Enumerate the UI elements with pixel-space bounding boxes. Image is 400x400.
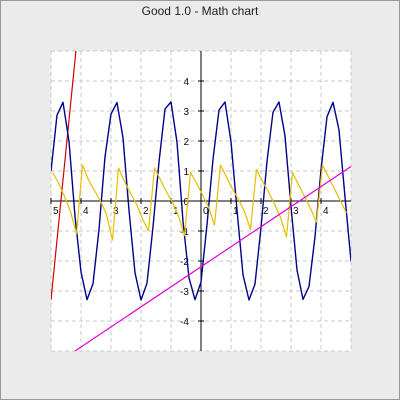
x-tick-label: 4	[83, 206, 89, 217]
y-tick-label: 2	[183, 137, 189, 148]
y-tick-label: -3	[180, 287, 189, 298]
x-tick-label: 3	[293, 206, 299, 217]
y-tick-label: 1	[183, 167, 189, 178]
x-tick-label: 2	[143, 206, 149, 217]
series-line-2	[51, 164, 348, 241]
x-tick-label: 4	[323, 206, 329, 217]
x-tick-label: 2	[263, 206, 269, 217]
window-title: Good 1.0 - Math chart	[141, 4, 259, 18]
x-tick-label: 1	[233, 206, 239, 217]
series-line-0	[51, 51, 77, 301]
series-line-3	[74, 166, 351, 351]
y-tick-label: -4	[180, 317, 189, 328]
x-tick-label: 0	[203, 206, 209, 217]
y-tick-label: 4	[183, 77, 189, 88]
y-tick-label: -2	[180, 257, 189, 268]
series-line-1	[51, 101, 351, 301]
x-tick-label: 5	[53, 206, 59, 217]
x-tick-label: 3	[113, 206, 119, 217]
y-tick-label: 3	[183, 107, 189, 118]
y-tick-label: 0	[183, 197, 189, 208]
series-group	[51, 51, 351, 351]
